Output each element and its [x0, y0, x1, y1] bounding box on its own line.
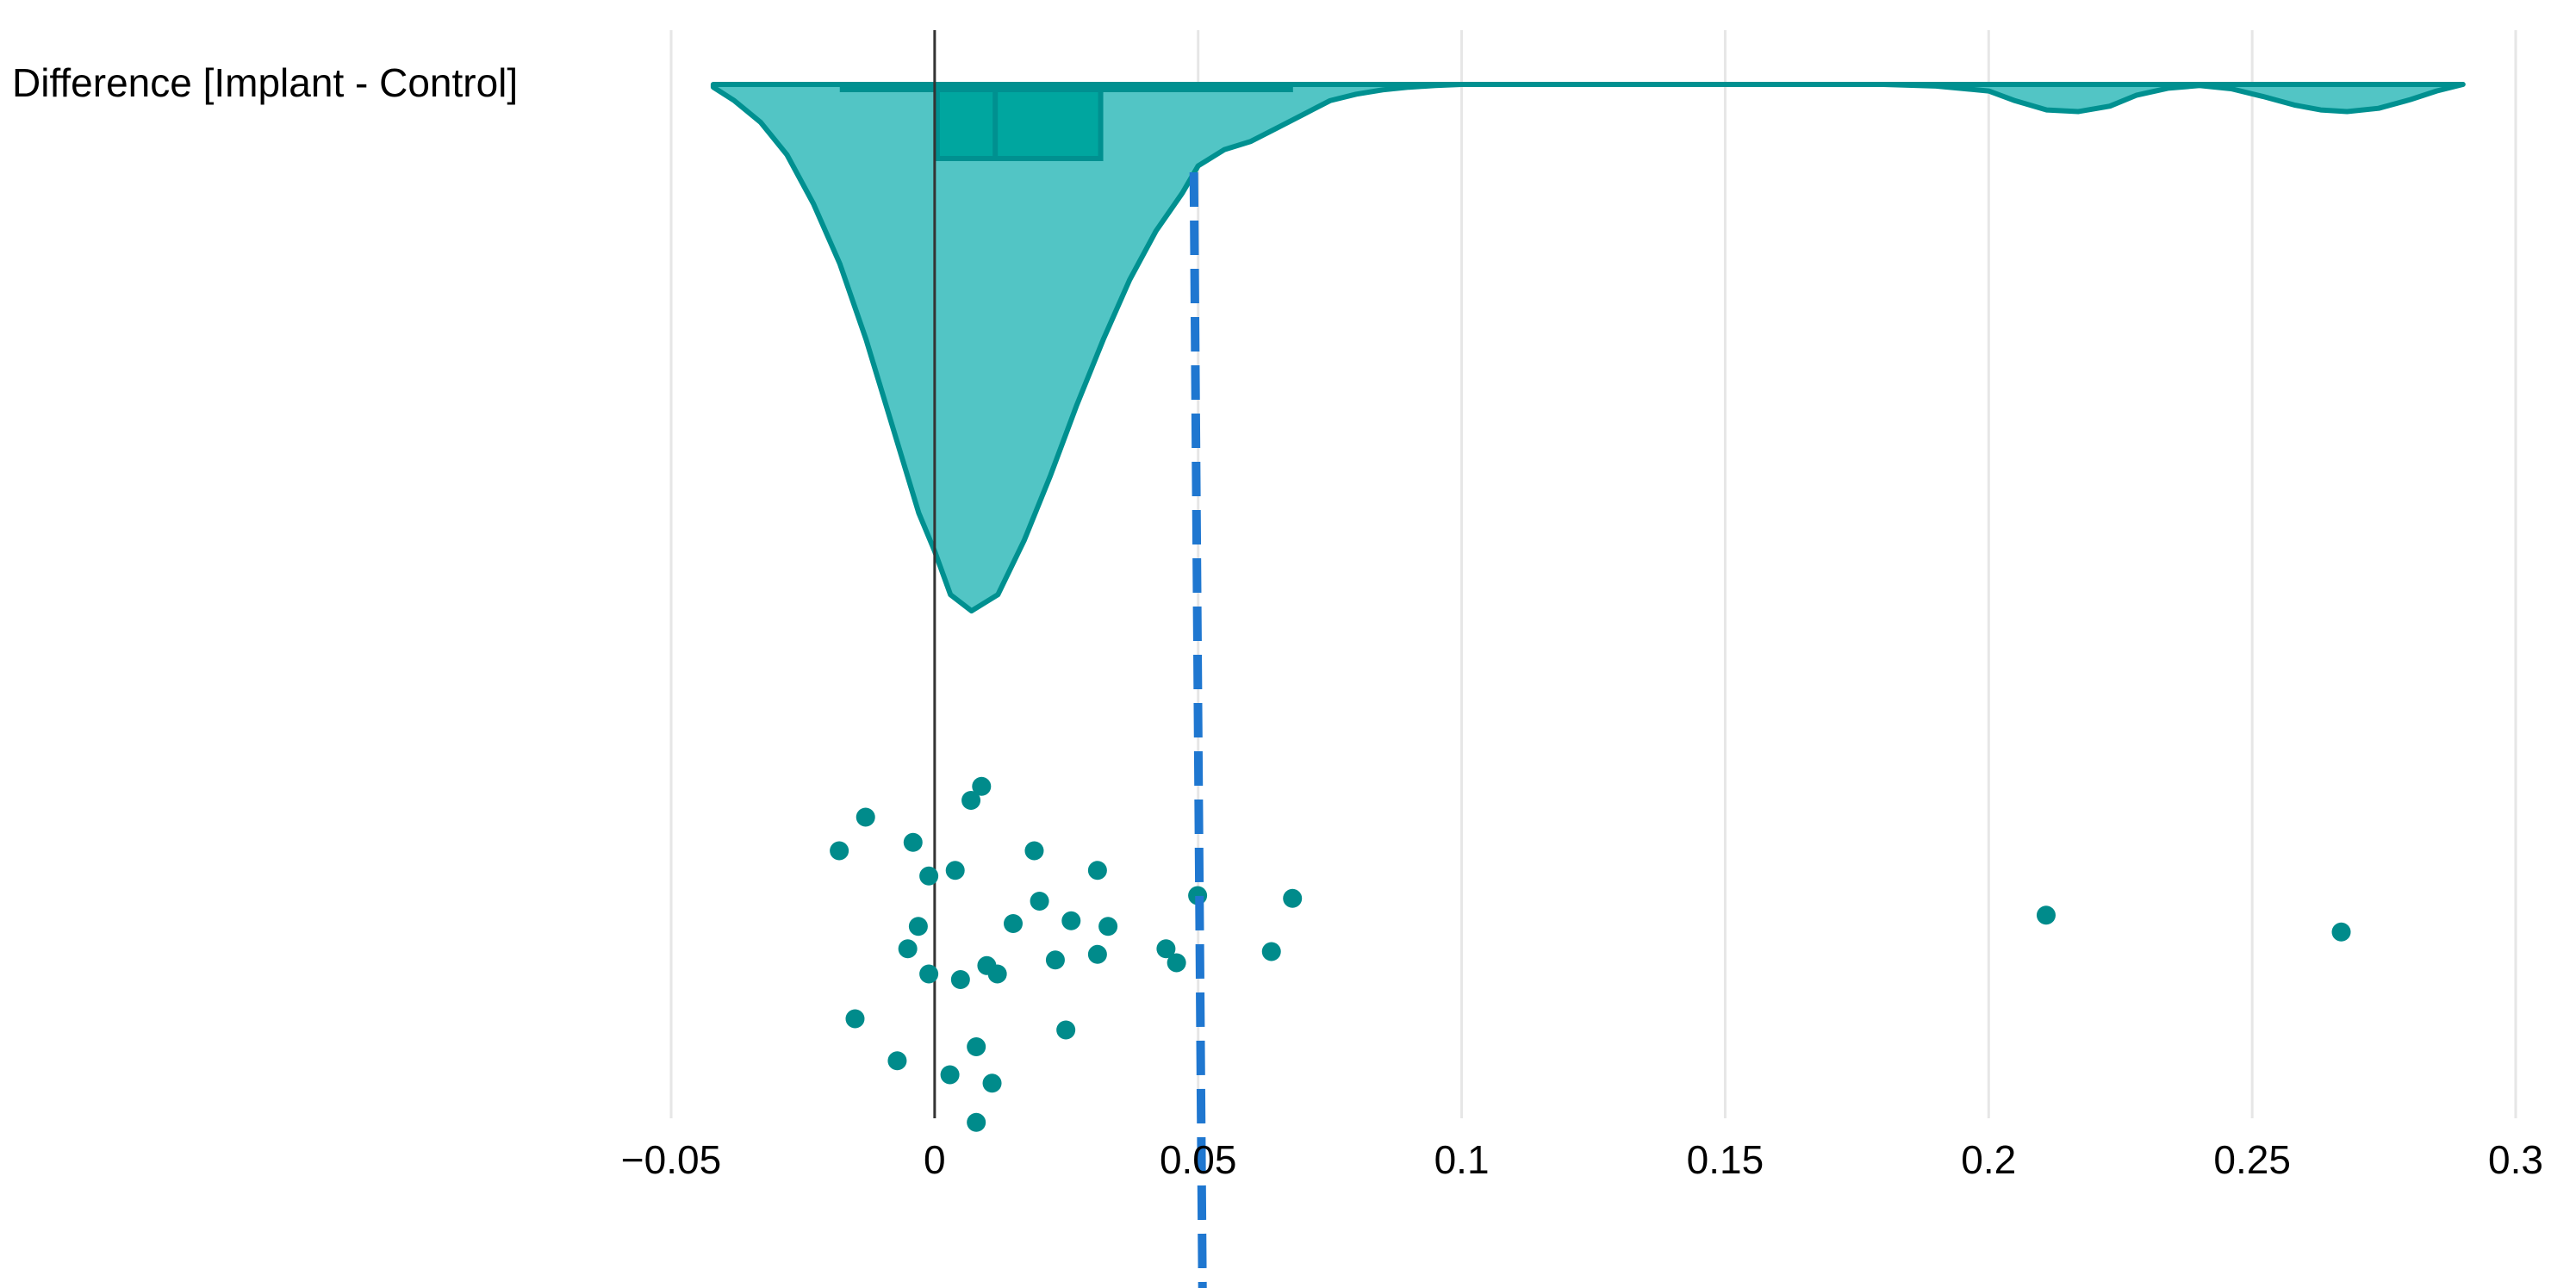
data-point-2 — [856, 807, 875, 827]
data-point-32 — [982, 1073, 1002, 1093]
data-point-22 — [1167, 953, 1186, 973]
data-point-18 — [987, 964, 1007, 984]
x-tick-label-6: 0.25 — [2213, 1137, 2291, 1182]
reference-dashed-line — [1189, 171, 1207, 1288]
x-tick-label-1: 0 — [924, 1137, 946, 1182]
data-point-3 — [830, 841, 849, 861]
data-point-29 — [887, 1051, 907, 1071]
box-plot — [839, 87, 1293, 161]
data-point-19 — [1045, 950, 1065, 970]
data-point-1 — [961, 791, 981, 810]
data-point-15 — [919, 964, 939, 984]
reference-line — [1189, 171, 1207, 1288]
data-point-13 — [908, 917, 928, 936]
data-point-12 — [1098, 917, 1118, 936]
category-label: Difference [Implant - Control] — [12, 60, 518, 105]
density-cloud — [710, 82, 2466, 614]
data-point-0 — [972, 776, 992, 796]
x-tick-label-3: 0.1 — [1434, 1137, 1490, 1182]
data-point-28 — [845, 1009, 865, 1029]
iqr-box — [934, 87, 1104, 161]
data-point-30 — [940, 1065, 960, 1085]
data-point-26 — [2036, 905, 2056, 925]
data-point-34 — [967, 1112, 986, 1132]
x-tick-labels: −0.05 0 0.05 0.1 0.15 0.2 0.25 0.3 — [621, 1137, 2543, 1182]
data-point-33 — [1056, 1020, 1076, 1040]
x-tick-label-4: 0.15 — [1687, 1137, 1764, 1182]
data-point-21 — [1156, 939, 1176, 959]
data-point-24 — [1261, 942, 1281, 961]
data-point-27 — [2331, 922, 2351, 942]
data-point-11 — [1061, 911, 1081, 930]
data-point-14 — [898, 939, 918, 959]
data-point-16 — [950, 970, 970, 989]
x-tick-label-5: 0.2 — [1961, 1137, 2016, 1182]
data-point-8 — [1087, 861, 1107, 880]
data-point-6 — [945, 861, 965, 880]
density-area — [710, 82, 2466, 614]
data-points — [830, 776, 2351, 1132]
data-point-4 — [903, 832, 923, 852]
data-point-20 — [1087, 944, 1107, 964]
data-point-9 — [1030, 892, 1049, 911]
x-gridlines — [669, 30, 2517, 1118]
data-point-25 — [1283, 888, 1303, 908]
data-point-10 — [1004, 914, 1024, 933]
x-tick-label-7: 0.3 — [2488, 1137, 2543, 1182]
data-point-7 — [1024, 841, 1044, 861]
x-tick-label-2: 0.05 — [1160, 1137, 1237, 1182]
x-tick-label-0: −0.05 — [621, 1137, 721, 1182]
data-point-31 — [967, 1037, 986, 1056]
data-point-5 — [919, 866, 939, 886]
